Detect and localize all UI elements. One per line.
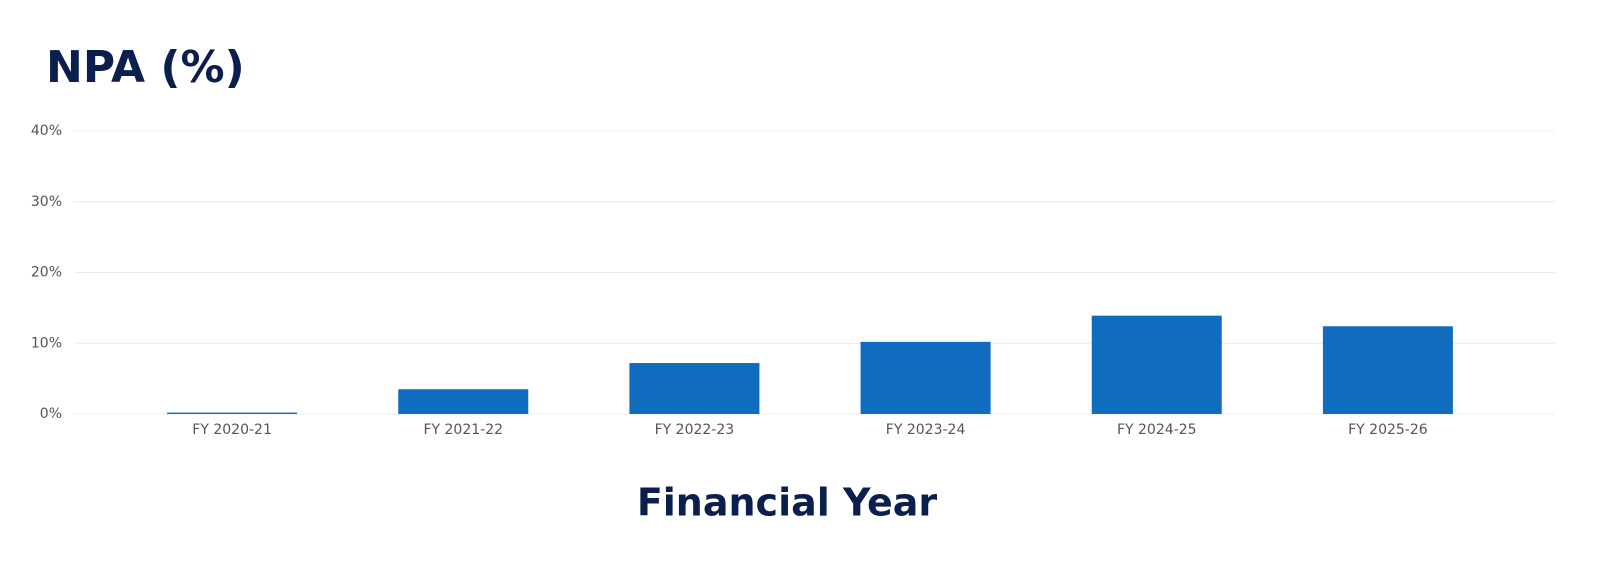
x-tick-label: FY 2025-26 [1348,422,1428,438]
bar [1091,315,1222,414]
bar [629,363,760,414]
x-tick-label: FY 2024-25 [1117,422,1197,438]
chart-title: NPA (%) [46,42,245,93]
bar [860,341,991,414]
y-tick-label: 40% [31,123,62,139]
x-tick-label: FY 2021-22 [423,422,503,438]
x-tick-label: FY 2020-21 [192,422,272,438]
bar [1322,326,1453,414]
y-tick-label: 20% [31,265,62,281]
y-tick-label: 10% [31,335,62,351]
x-axis-title: Financial Year [637,481,938,525]
bar [167,412,298,414]
bar [398,389,529,414]
x-tick-label: FY 2023-24 [886,422,966,438]
y-tick-label: 0% [40,406,62,422]
x-tick-label: FY 2022-23 [655,422,735,438]
y-tick-label: 30% [31,194,62,210]
